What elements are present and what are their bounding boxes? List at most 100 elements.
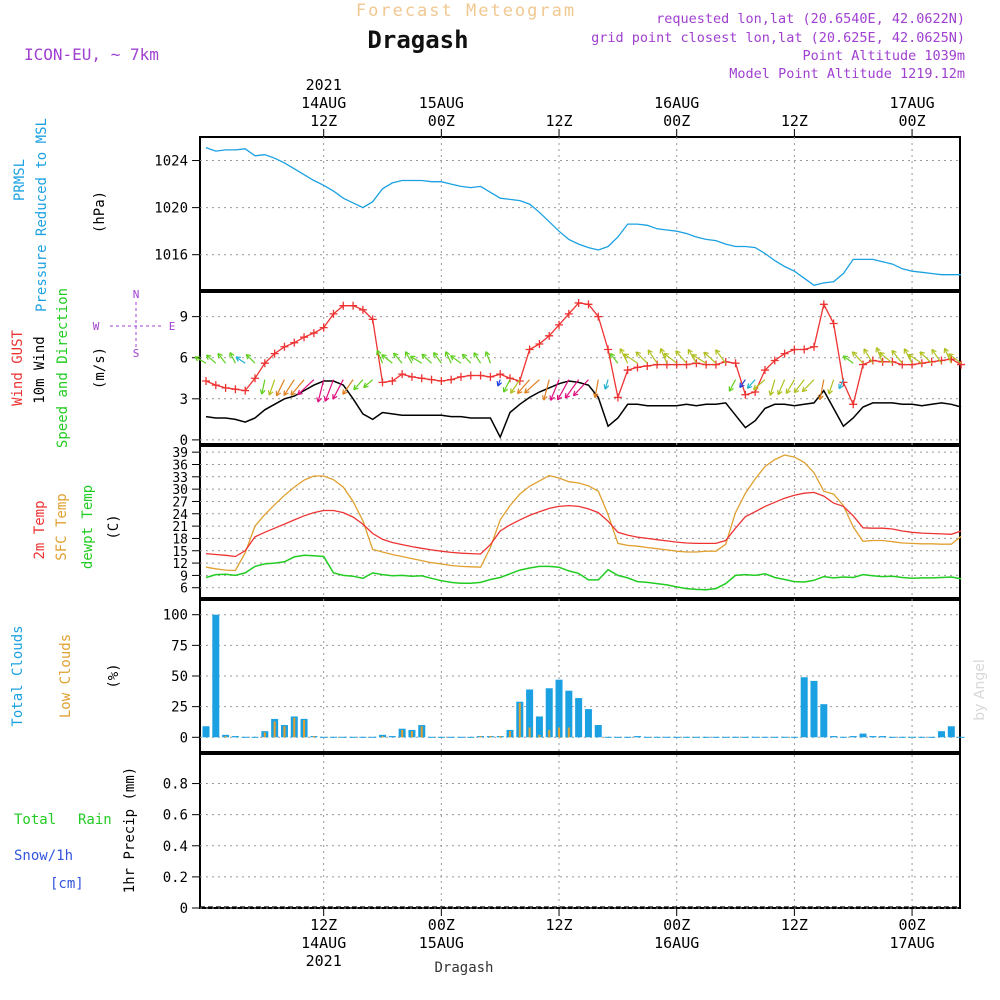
precip-unit: 1hr Precip (mm) [122, 767, 138, 893]
wind-arrow-head [473, 352, 479, 358]
wind-arrow-head [541, 395, 548, 401]
y-tick-label: 0.6 [163, 808, 188, 824]
wind-arrow [609, 353, 619, 364]
gust-marker [496, 370, 505, 379]
gust-marker [506, 374, 514, 383]
total-cloud-bar [212, 614, 220, 738]
wind-arrow-head [421, 353, 427, 360]
wind-arrow-head [715, 349, 721, 355]
wind-arrow-head [404, 351, 411, 357]
wind-arrow-head [332, 394, 338, 400]
wind-arrow [573, 379, 589, 397]
time-label-top: 12Z [781, 112, 808, 130]
total-cloud-bar [388, 736, 396, 738]
gust-marker [231, 385, 240, 394]
wind-arrow [663, 352, 678, 364]
wind-arrow-head [297, 389, 303, 396]
y-tick-label: 12 [172, 557, 188, 572]
gust-marker [555, 320, 564, 329]
wind-arrow [703, 351, 717, 364]
low-cloud-bar [283, 726, 286, 738]
wind-arrow [381, 354, 393, 364]
y-tick-label: 39 [172, 446, 188, 461]
gust-marker [329, 309, 338, 318]
wind-arrow-head [290, 390, 296, 396]
wind-arrow [879, 351, 893, 364]
wind-arrow [819, 379, 825, 400]
gust-marker [545, 331, 554, 340]
total-cloud-bar [879, 736, 887, 738]
gust-marker [290, 338, 299, 347]
wind-arrow-head [194, 356, 200, 362]
y-tick-label: 21 [172, 520, 188, 535]
gust-marker [427, 375, 436, 384]
y-tick-label: 0 [180, 433, 188, 449]
gust-marker [731, 359, 740, 368]
time-label-top: 12Z [545, 112, 572, 130]
compass-rose: N S W E [93, 288, 176, 360]
wind-arrow [675, 350, 687, 364]
wind-arrow-head [687, 348, 693, 355]
time-label-bottom: 12Z [545, 916, 572, 934]
wind-arrow [363, 379, 374, 388]
low-cloud-bar [567, 727, 570, 738]
model-altitude: Model Point Altitude 1219.12m [729, 66, 965, 82]
y-tick-label: 9 [180, 310, 188, 326]
wind-arrow [445, 351, 452, 364]
low-cloud-bar [273, 721, 276, 738]
panel-frame-precip [199, 753, 961, 909]
wind-arrow-head [461, 353, 468, 360]
wind-arrow [619, 348, 629, 364]
total-cloud-bar [830, 736, 838, 738]
gust-marker [623, 366, 632, 375]
wind-arrow [660, 348, 668, 364]
wind-arrow [194, 356, 207, 364]
wind-arrow [503, 379, 511, 393]
gust-marker [456, 372, 465, 381]
low-cloud-bar [558, 727, 561, 738]
wind-arrow [405, 351, 413, 364]
wind-arrow-head [523, 388, 530, 394]
pressure-line [205, 146, 962, 287]
total-cloud-bar [565, 690, 573, 738]
gust-marker [908, 360, 917, 369]
gust-marker [780, 349, 789, 358]
wind-arrow-head [444, 351, 451, 357]
wind-arrow-head [703, 351, 709, 358]
sfc-temp-line [205, 454, 962, 572]
wind-arrow-head [623, 353, 629, 359]
station-title: Dragash [367, 26, 468, 54]
gust-marker [407, 372, 416, 381]
gust-marker [711, 360, 720, 369]
wind-arrow [550, 379, 560, 401]
wind-arrow [524, 379, 540, 394]
gust-marker [760, 366, 769, 375]
gust-marker [309, 329, 318, 338]
total-cloud-bar [947, 726, 955, 738]
wind-arrow-head [863, 348, 869, 354]
wind-arrow-head [903, 348, 909, 354]
wind-arrow-head [229, 352, 235, 358]
wind-arrow-head [556, 394, 563, 401]
wind-arrow [715, 349, 727, 364]
wind-arrow-head [793, 387, 800, 394]
low-cloud-bar [489, 736, 492, 738]
wind-arrow-head [739, 382, 745, 389]
gust-marker [643, 361, 652, 370]
gust-marker [358, 305, 367, 314]
wind-arrow [604, 379, 609, 390]
total-cloud-bar [231, 736, 239, 738]
wind-arrow-head [316, 397, 322, 403]
compass-s: S [133, 347, 140, 360]
total-cloud-bar [937, 731, 945, 738]
y-tick-label: 6 [180, 351, 188, 367]
y-tick-label: 0 [180, 901, 188, 917]
wind-arrow [297, 379, 315, 396]
gust-marker [859, 360, 868, 369]
wind-arrow-head [609, 352, 616, 359]
wind-arrow-head [510, 388, 516, 394]
wind-unit: (m/s) [92, 347, 108, 389]
wind-arrow [461, 353, 472, 364]
panel-frames [199, 136, 961, 909]
gust-marker [398, 370, 407, 379]
